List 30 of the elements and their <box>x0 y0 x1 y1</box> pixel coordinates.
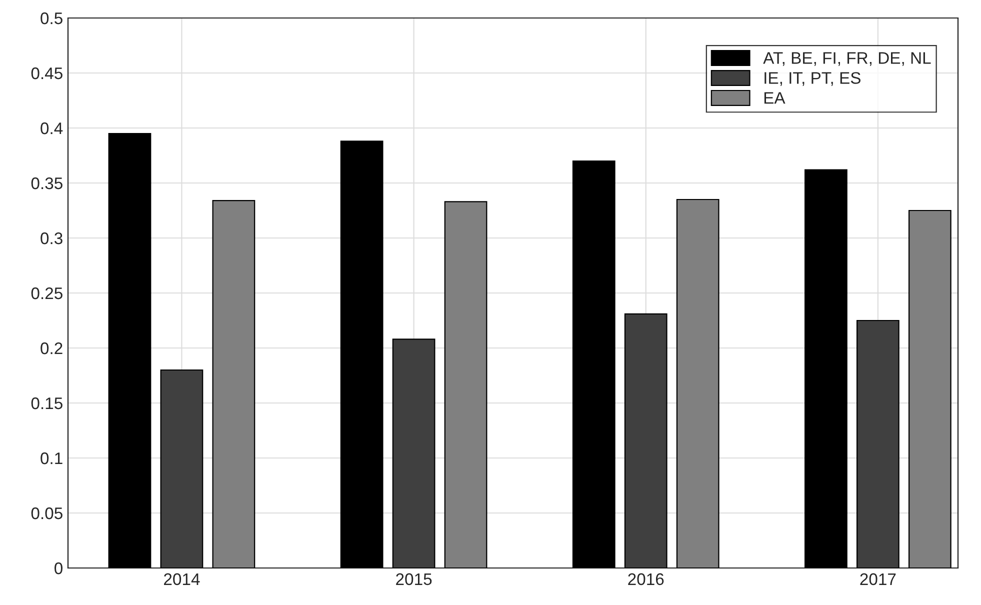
bar <box>572 160 616 568</box>
y-tick-label: 0.15 <box>31 397 62 410</box>
bar <box>624 313 668 568</box>
y-tick-label: 0.05 <box>31 507 62 520</box>
x-tick-label: 2014 <box>164 573 200 586</box>
bar <box>108 132 152 568</box>
x-tick-label: 2016 <box>628 573 664 586</box>
y-tick-label: 0.35 <box>31 177 62 190</box>
y-tick-label: 0.5 <box>40 12 62 24</box>
y-tick-label: 0.45 <box>31 67 62 80</box>
bar <box>804 169 848 568</box>
x-tick-label: 2015 <box>396 573 432 586</box>
y-tick-label: 0 <box>54 562 62 574</box>
bar <box>340 140 384 568</box>
legend-label: EA <box>764 92 786 104</box>
bar <box>392 338 436 568</box>
y-tick-label: 0.3 <box>40 232 62 244</box>
bar <box>676 198 720 568</box>
y-tick-label: 0.25 <box>31 287 62 300</box>
x-tick-label: 2017 <box>860 573 896 586</box>
bar <box>908 210 952 568</box>
legend-label: IE, IT, PT, ES <box>764 72 860 86</box>
bar <box>212 200 256 568</box>
bar <box>856 320 900 568</box>
bar <box>160 369 204 568</box>
bar <box>444 201 488 568</box>
legend-label: AT, BE, FI, FR, DE, NL <box>763 52 931 66</box>
y-tick-label: 0.4 <box>40 122 63 134</box>
y-tick-label: 0.2 <box>40 342 62 354</box>
y-tick-label: 0.1 <box>40 452 62 464</box>
